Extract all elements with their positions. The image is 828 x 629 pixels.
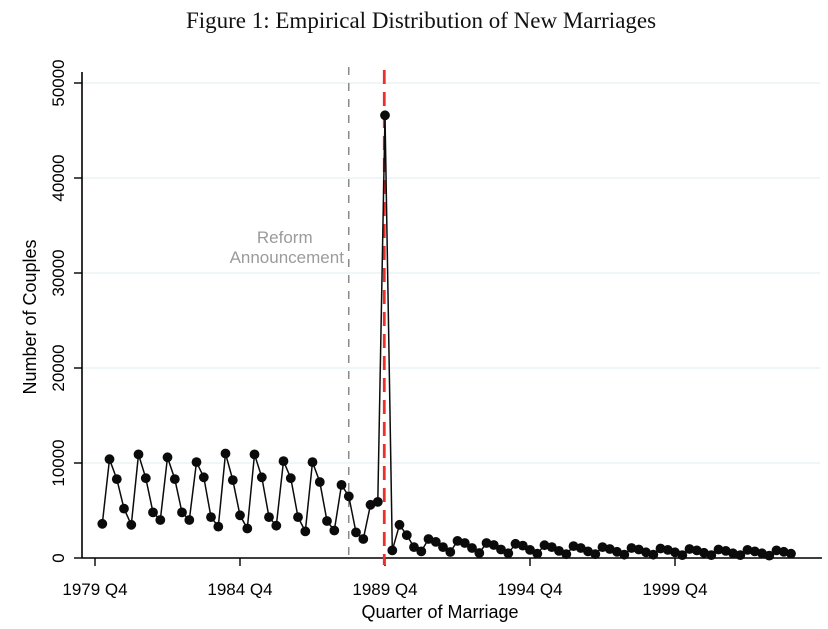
data-point	[438, 542, 448, 552]
data-point	[206, 512, 216, 522]
data-point	[626, 543, 637, 553]
data-point	[590, 549, 601, 560]
data-point	[140, 473, 151, 484]
x-tick-label: 1994 Q4	[497, 580, 562, 599]
data-point	[336, 480, 347, 490]
y-tick-label: 10000	[49, 439, 68, 486]
reform-announcement-label-line1: Reform	[257, 228, 313, 247]
data-point	[532, 548, 543, 559]
y-tick-label: 0	[49, 553, 68, 562]
data-point	[220, 448, 231, 459]
data-point	[372, 497, 383, 507]
data-point	[322, 516, 332, 526]
data-series-layer	[97, 110, 796, 561]
data-point	[459, 538, 470, 548]
x-tick-label: 1999 Q4	[642, 580, 707, 599]
data-point	[343, 491, 354, 502]
data-point	[517, 540, 528, 551]
data-point	[155, 515, 166, 525]
data-point	[162, 452, 173, 463]
reform-announcement-label-line2: Announcement	[230, 248, 345, 267]
data-point	[677, 550, 688, 560]
data-point	[742, 545, 753, 555]
annotation-lines-layer	[348, 67, 386, 565]
data-point	[148, 507, 158, 518]
x-axis-title: Quarter of Marriage	[361, 602, 518, 622]
data-point	[314, 477, 325, 487]
series-line	[101, 115, 792, 557]
data-point	[351, 527, 361, 538]
data-point	[249, 449, 260, 460]
y-tick-label: 30000	[49, 249, 68, 296]
y-tick-label: 50000	[49, 59, 68, 106]
y-tick-label: 20000	[49, 344, 68, 391]
data-point	[256, 472, 267, 483]
data-point	[387, 545, 398, 556]
figure-title: Figure 1: Empirical Distribution of New …	[186, 8, 656, 33]
data-point	[198, 472, 209, 483]
data-point	[184, 515, 195, 525]
data-point	[713, 544, 724, 555]
data-point	[786, 548, 796, 559]
data-point	[394, 519, 405, 530]
data-point	[358, 534, 369, 544]
data-point	[409, 542, 419, 552]
data-point	[474, 548, 485, 558]
data-point	[380, 110, 390, 121]
x-tick-label: 1979 Q4	[62, 580, 127, 599]
data-point	[561, 549, 572, 560]
x-tick-label: 1989 Q4	[352, 580, 417, 599]
data-point	[242, 523, 253, 534]
data-point	[264, 512, 274, 522]
data-point	[235, 510, 245, 521]
data-point	[655, 543, 666, 554]
data-point	[488, 540, 499, 550]
data-point	[104, 454, 115, 465]
data-point	[271, 520, 282, 531]
data-point	[546, 542, 557, 552]
data-point	[771, 545, 782, 556]
data-point	[619, 549, 630, 560]
data-point	[307, 457, 318, 467]
data-point	[133, 449, 144, 460]
data-point	[496, 544, 506, 555]
data-point	[401, 530, 412, 541]
data-point	[445, 547, 456, 557]
x-tick-label: 1984 Q4	[207, 580, 272, 599]
data-point	[293, 512, 303, 522]
data-point	[735, 550, 746, 560]
data-point	[169, 474, 180, 484]
data-point	[684, 544, 695, 554]
data-point	[285, 473, 296, 484]
data-point	[278, 456, 289, 466]
data-point	[329, 525, 340, 536]
data-point	[503, 548, 514, 559]
data-point	[119, 503, 129, 514]
data-point	[706, 550, 717, 560]
y-tick-label: 40000	[49, 154, 68, 201]
data-point	[177, 507, 187, 518]
data-point	[191, 457, 202, 467]
data-point	[416, 546, 427, 557]
data-point	[213, 521, 224, 532]
data-point	[300, 526, 311, 537]
data-point	[525, 545, 535, 555]
data-point	[97, 518, 108, 529]
data-point	[648, 549, 659, 560]
axes-layer: 0 10000 20000 30000 40000 50000 1979 Q4 1984 Q4…	[49, 59, 822, 599]
data-point	[126, 519, 137, 530]
data-point	[764, 550, 775, 561]
data-point	[467, 543, 477, 553]
y-axis-title: Number of Couples	[20, 239, 40, 394]
data-point	[111, 474, 122, 484]
data-point	[430, 537, 441, 547]
data-point	[554, 546, 564, 556]
data-point	[227, 475, 238, 485]
